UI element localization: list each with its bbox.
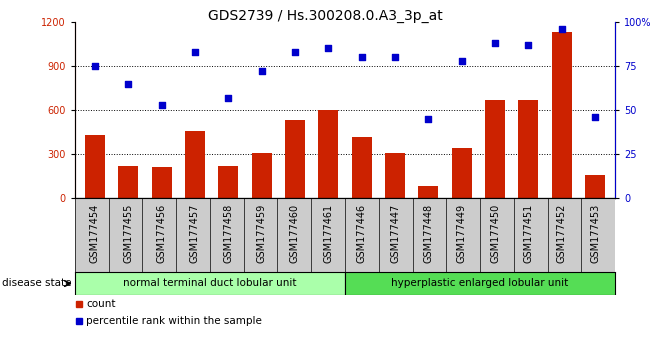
Bar: [419, 186, 438, 198]
Point: [90, 63, 100, 69]
Point: [123, 81, 133, 86]
Bar: [152, 167, 172, 198]
Bar: [85, 135, 105, 198]
Bar: [518, 100, 538, 198]
Text: GSM177456: GSM177456: [157, 204, 167, 263]
Bar: [218, 166, 238, 198]
Point: [323, 46, 333, 51]
Text: GSM177454: GSM177454: [90, 204, 100, 263]
Bar: [118, 166, 138, 198]
Text: GSM177458: GSM177458: [223, 204, 233, 263]
Bar: [75, 272, 345, 295]
Point: [557, 26, 567, 32]
Point: [290, 49, 300, 55]
Bar: [585, 175, 605, 198]
Point: [357, 55, 367, 60]
Point: [156, 102, 167, 108]
Text: GDS2739 / Hs.300208.0.A3_3p_at: GDS2739 / Hs.300208.0.A3_3p_at: [208, 9, 443, 23]
Text: GSM177452: GSM177452: [557, 204, 567, 263]
Point: [256, 68, 267, 74]
Point: [490, 40, 501, 46]
Bar: [285, 120, 305, 198]
Bar: [185, 131, 205, 198]
Bar: [352, 137, 372, 198]
Text: GSM177449: GSM177449: [457, 204, 467, 263]
Point: [423, 116, 434, 122]
Text: GSM177447: GSM177447: [390, 204, 400, 263]
Text: GSM177450: GSM177450: [490, 204, 500, 263]
Point: [390, 55, 400, 60]
Text: GSM177461: GSM177461: [324, 204, 333, 263]
Text: GSM177446: GSM177446: [357, 204, 367, 263]
Text: GSM177451: GSM177451: [523, 204, 533, 263]
Bar: [318, 110, 339, 198]
Bar: [552, 32, 572, 198]
Point: [590, 114, 600, 120]
Text: count: count: [86, 299, 116, 309]
Text: percentile rank within the sample: percentile rank within the sample: [86, 316, 262, 326]
Bar: [345, 272, 615, 295]
Bar: [252, 153, 271, 198]
Text: GSM177453: GSM177453: [590, 204, 600, 263]
Text: GSM177460: GSM177460: [290, 204, 300, 263]
Point: [223, 95, 234, 101]
Text: GSM177455: GSM177455: [123, 204, 133, 263]
Text: GSM177448: GSM177448: [423, 204, 434, 263]
Text: normal terminal duct lobular unit: normal terminal duct lobular unit: [123, 279, 297, 289]
Bar: [452, 148, 472, 198]
Bar: [385, 153, 405, 198]
Point: [523, 42, 534, 48]
Point: [189, 49, 200, 55]
Bar: [485, 100, 505, 198]
Text: disease state: disease state: [2, 279, 72, 289]
Point: [456, 58, 467, 64]
Text: GSM177459: GSM177459: [256, 204, 267, 263]
Text: GSM177457: GSM177457: [190, 204, 200, 263]
Text: hyperplastic enlarged lobular unit: hyperplastic enlarged lobular unit: [391, 279, 569, 289]
